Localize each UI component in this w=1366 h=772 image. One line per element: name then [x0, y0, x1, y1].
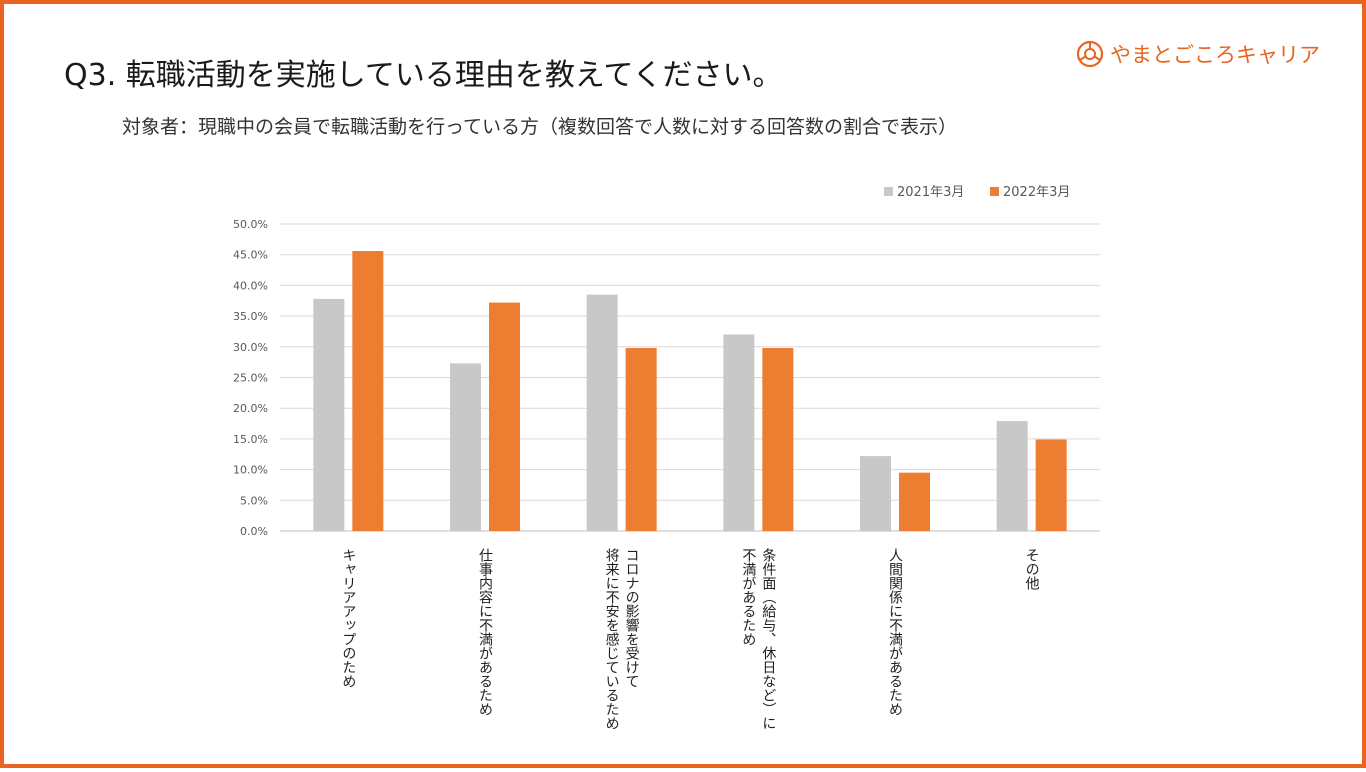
bar-series1: [450, 363, 481, 531]
legend-swatch: [990, 187, 999, 196]
y-tick-label: 30.0%: [233, 341, 268, 354]
y-tick-label: 15.0%: [233, 433, 268, 446]
y-tick-label: 40.0%: [233, 279, 268, 292]
bar-series2: [489, 302, 520, 531]
bar-series1: [586, 294, 618, 531]
bar-series1: [313, 298, 345, 531]
category-label: その他: [1024, 548, 1040, 591]
y-tick-label: 20.0%: [233, 402, 268, 415]
bar-series2: [762, 348, 794, 531]
bar-series2: [625, 348, 657, 531]
bar-series2: [899, 472, 930, 531]
y-tick-label: 50.0%: [233, 218, 268, 231]
category-label: 仕事内容に不満があるため: [477, 548, 493, 716]
y-tick-label: 25.0%: [233, 372, 268, 385]
bar-series1: [723, 334, 755, 531]
legend-label: 2021年3月: [897, 185, 964, 200]
yamatogokoro-logo-icon: [1076, 40, 1104, 68]
brand-name: やまとごころキャリア: [1110, 43, 1320, 67]
category-label: 不満があるため: [740, 548, 756, 646]
bar-series1: [860, 456, 891, 531]
category-label: キャリアアップのため: [340, 548, 356, 688]
bar-series2: [1035, 439, 1067, 531]
y-tick-label: 0.0%: [240, 525, 268, 538]
y-tick-label: 10.0%: [233, 464, 268, 477]
y-tick-label: 5.0%: [240, 494, 268, 507]
category-label: コロナの影響を受けて: [624, 548, 640, 688]
category-label: 将来に不安を感じているため: [604, 548, 620, 730]
bar-chart: 0.0% 5.0% 10.0% 15.0% 20.0% 25.0% 30.0% 35.0% 40…: [233, 185, 1100, 730]
page-subtitle: 対象者：現職中の会員で転職活動を行っている方（複数回答で人数に対する回答数の割合…: [122, 116, 958, 138]
brand-logo: やまとごころキャリア: [1076, 39, 1320, 69]
category-label: 人間関係に不満があるため: [887, 548, 903, 716]
legend-swatch: [884, 187, 893, 196]
bar-series2: [352, 251, 384, 532]
bar-series1: [996, 421, 1028, 531]
page-title: Q3. 転職活動を実施している理由を教えてください。: [64, 58, 783, 93]
category-label: 条件面（給与、休日など）に: [760, 547, 776, 730]
legend-label: 2022年3月: [1003, 185, 1070, 200]
y-tick-label: 35.0%: [233, 310, 268, 323]
y-tick-label: 45.0%: [233, 249, 268, 262]
